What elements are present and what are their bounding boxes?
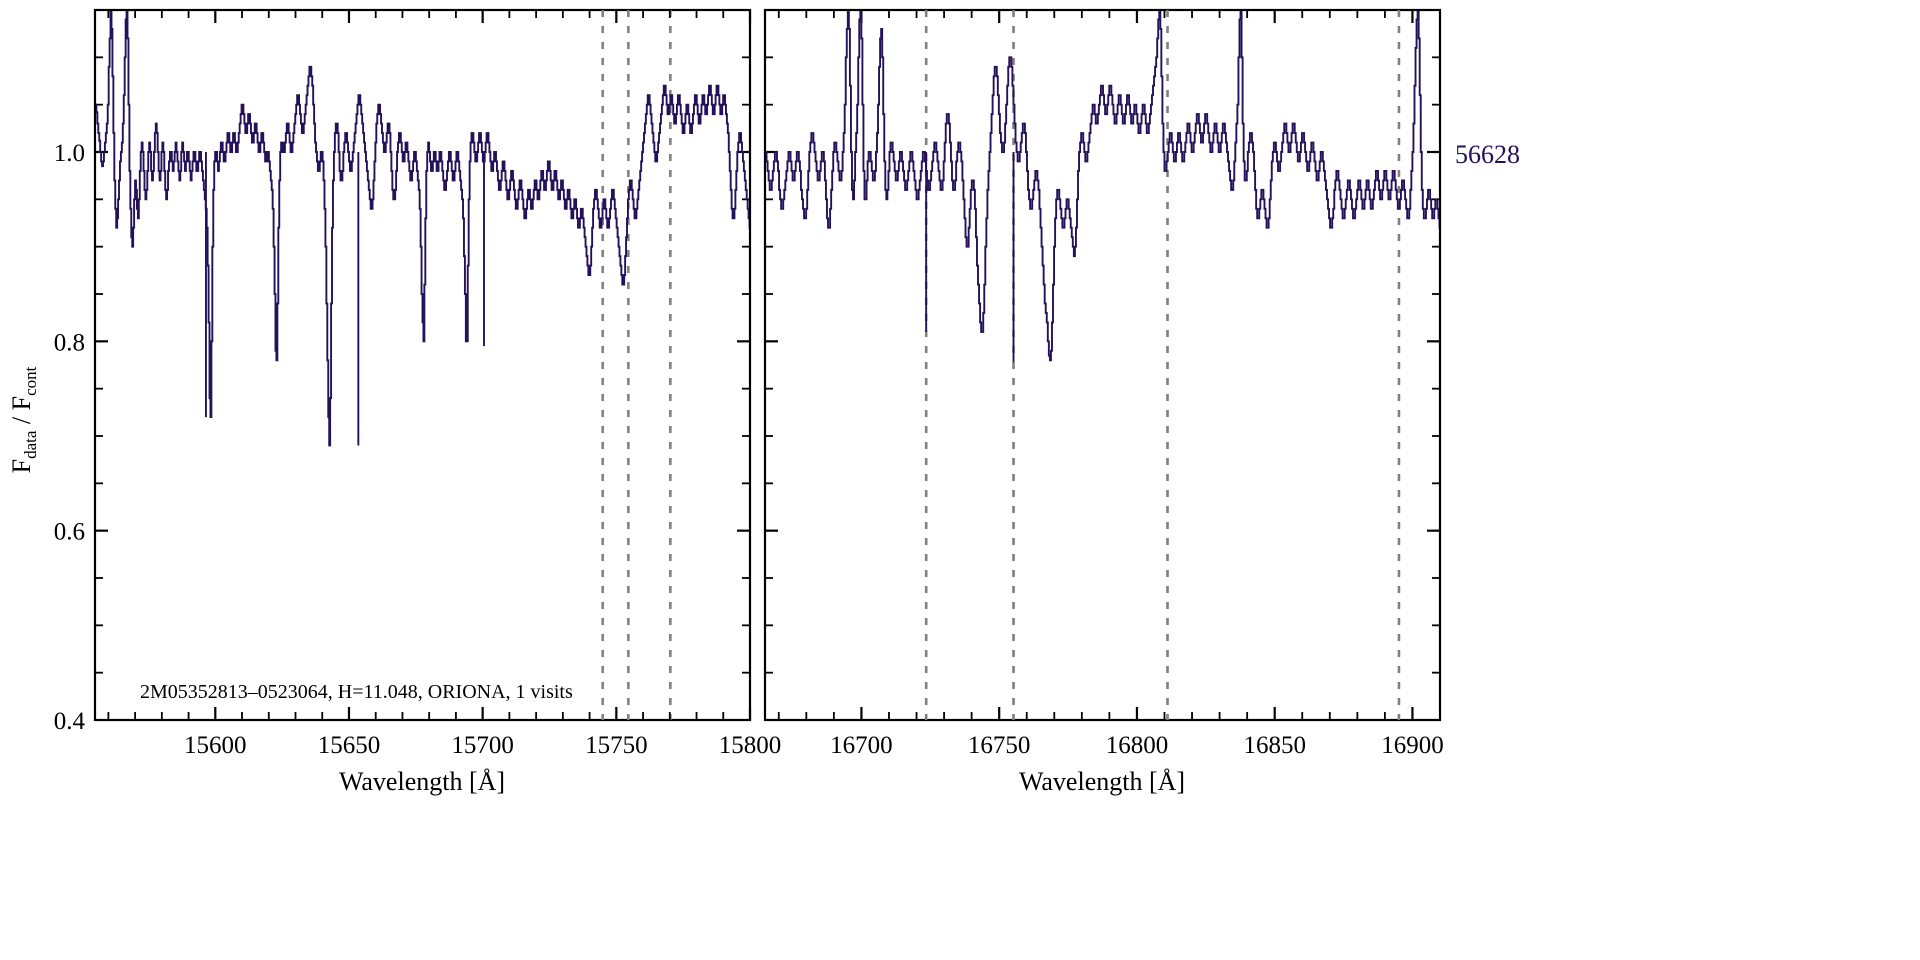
x-tick-label: 15700: [451, 732, 514, 759]
x-tick-label: 15650: [318, 732, 381, 759]
x-tick-label: 16700: [830, 732, 893, 759]
x-tick-label: 15600: [184, 732, 247, 759]
left-panel: 15600 15650 15700 15750 15800: [93, 8, 782, 759]
x-axis-label-right: Wavelength [Å]: [1019, 767, 1185, 796]
y-tick-labels: 1.0 0.8 0.6 0.4: [54, 140, 86, 735]
panel-frame: [93, 8, 752, 722]
y-tick-label: 0.6: [54, 519, 85, 546]
x-axis-label-left: Wavelength [Å]: [339, 767, 505, 796]
x-tick-label: 15800: [719, 732, 782, 759]
spectrum-line: [96, 11, 749, 447]
right-panel: 16700 16750 16800 16850 16900: [763, 8, 1444, 759]
panel-frame: [763, 8, 1442, 722]
y-axis-label-sub2: cont: [21, 366, 40, 396]
x-tick-label: 16750: [968, 732, 1031, 759]
x-tick-label: 16900: [1381, 732, 1444, 759]
star-annotation: 2M05352813–0523064, H=11.048, ORIONA, 1 …: [140, 681, 573, 703]
svg-text:Fdata / Fcont: Fdata / Fcont: [7, 366, 40, 473]
y-axis-label-sub1: data: [21, 430, 40, 459]
y-axis-label-main: F: [7, 459, 36, 473]
x-tick-label: 15750: [585, 732, 648, 759]
spectrum-line: [766, 11, 1439, 362]
x-tick-label: 16850: [1243, 732, 1306, 759]
y-axis-label: Fdata / Fcont: [7, 366, 40, 473]
y-tick-label: 0.8: [54, 329, 85, 356]
y-tick-label: 1.0: [54, 140, 85, 167]
x-tick-label: 16800: [1106, 732, 1169, 759]
y-tick-label: 0.4: [54, 708, 86, 735]
y-axis-label-mid: / F: [7, 396, 36, 431]
mjd-label: 56628: [1455, 140, 1520, 169]
